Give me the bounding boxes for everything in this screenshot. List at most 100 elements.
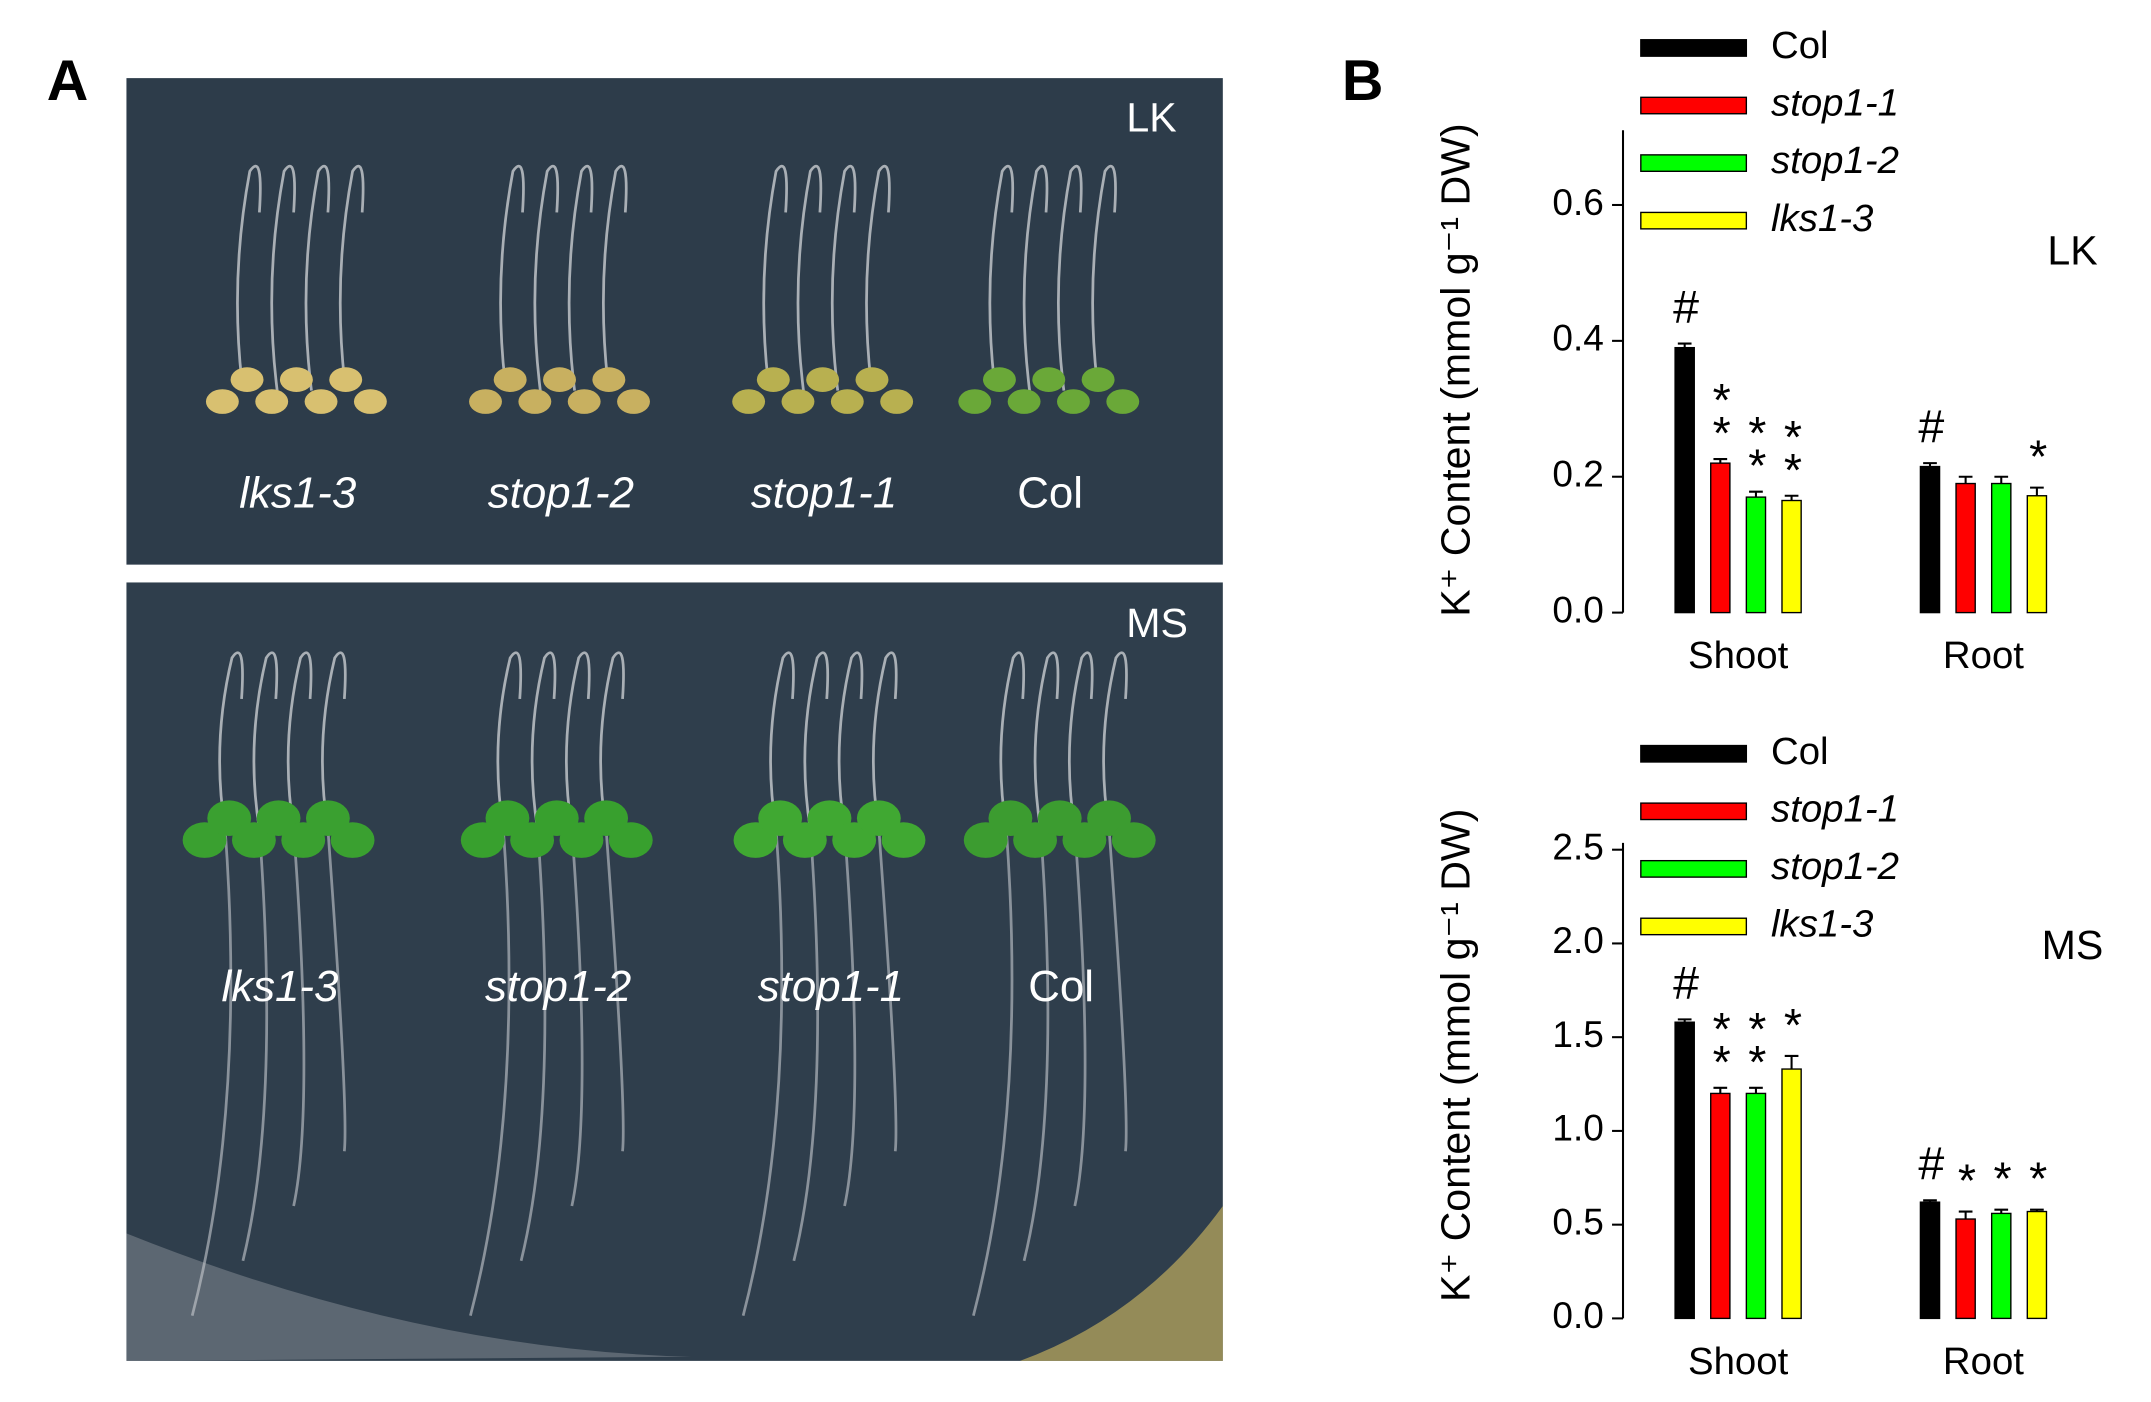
root (469, 829, 511, 1317)
error-bar (1958, 475, 1973, 484)
genotype-label: Col (1017, 469, 1083, 518)
root (286, 651, 313, 830)
leaf (1081, 367, 1115, 392)
root (803, 651, 830, 830)
root (567, 164, 594, 391)
root (241, 829, 269, 1262)
genotype-label: Col (1028, 962, 1094, 1011)
root (796, 164, 823, 391)
root (321, 651, 347, 830)
leaf (518, 389, 552, 414)
root (599, 651, 625, 830)
bar (1710, 1092, 1731, 1320)
root (236, 164, 262, 391)
bar (1674, 346, 1695, 614)
root (530, 651, 557, 830)
bar (1955, 482, 1976, 614)
root (252, 651, 279, 830)
error-bar (1923, 462, 1937, 467)
bar (2026, 1210, 2048, 1320)
root (769, 651, 795, 830)
leaf (353, 389, 387, 414)
root (1091, 164, 1117, 391)
legend-swatch (1640, 39, 1748, 57)
leaf (304, 389, 338, 414)
root (601, 164, 628, 391)
legend-swatch (1640, 917, 1748, 936)
root (1107, 829, 1128, 1152)
genotype-label: stop1-1 (758, 962, 904, 1011)
photo-plate (126, 78, 1223, 565)
bar (1955, 1218, 1976, 1320)
plate-edge (126, 1233, 692, 1361)
significance-label: # (1673, 281, 1699, 333)
legend-label: stop1-2 (1771, 845, 1899, 888)
root (270, 164, 296, 391)
leaf (330, 822, 375, 858)
significance-label: # (1918, 1138, 1944, 1190)
root (1033, 651, 1060, 830)
bar (1745, 496, 1767, 614)
seedlings (182, 164, 1156, 1317)
y-tick-label: 1.5 (1552, 1014, 1603, 1055)
error-bar (1713, 458, 1728, 464)
x-tick-label: Root (1943, 1340, 2024, 1383)
leaf (469, 389, 502, 414)
condition-label: MS (2042, 922, 2104, 968)
root (865, 164, 891, 391)
leaf (608, 822, 653, 858)
legend-label: Col (1771, 730, 1829, 773)
panel-label: B (1342, 49, 1384, 113)
root (988, 164, 1015, 391)
significance-label: * (2029, 1153, 2047, 1205)
root (877, 829, 898, 1152)
bar (1919, 465, 1941, 614)
leaf (230, 367, 264, 392)
root (338, 164, 365, 391)
significance-label: * (2029, 431, 2047, 483)
photo-plate (126, 582, 1223, 1361)
leaf (1111, 822, 1156, 858)
error-bar (1923, 1199, 1937, 1203)
leaf (830, 389, 864, 414)
leaf (958, 389, 992, 414)
x-tick-label: Shoot (1688, 1340, 1789, 1383)
root (570, 829, 584, 1207)
leaf (543, 367, 576, 392)
root (792, 829, 819, 1262)
legend-swatch (1640, 744, 1748, 763)
legend-label: lks1-3 (1771, 903, 1873, 946)
root (830, 164, 857, 391)
error-bar (1677, 1018, 1692, 1023)
root (326, 829, 347, 1152)
root (1073, 829, 1087, 1207)
leaf (205, 389, 239, 414)
bar (1781, 499, 1802, 614)
legend-label: stop1-1 (1771, 82, 1899, 125)
root (604, 829, 625, 1152)
legend-label: lks1-3 (1771, 197, 1873, 240)
condition-label: MS (1126, 600, 1188, 646)
significance-label: * * (1748, 1003, 1766, 1088)
legend-swatch (1640, 859, 1748, 878)
genotype-label: lks1-3 (221, 962, 338, 1011)
root (1022, 829, 1050, 1262)
legend-swatch (1640, 96, 1748, 115)
leaf (1032, 367, 1066, 392)
leaf (255, 389, 289, 414)
leaf (592, 367, 626, 392)
y-axis-label: K⁺ Content (mmol g⁻¹ DW) (1432, 809, 1478, 1302)
root (1067, 651, 1094, 830)
root (533, 164, 560, 391)
bar (2026, 495, 2048, 614)
leaf (1106, 389, 1140, 414)
leaf (806, 367, 840, 392)
leaf (982, 367, 1016, 392)
y-tick-label: 0.0 (1552, 589, 1603, 630)
error-bar (1713, 1086, 1728, 1094)
y-tick-label: 0.5 (1552, 1201, 1603, 1242)
error-bar (1784, 494, 1799, 501)
root (292, 829, 306, 1207)
root (837, 651, 864, 830)
